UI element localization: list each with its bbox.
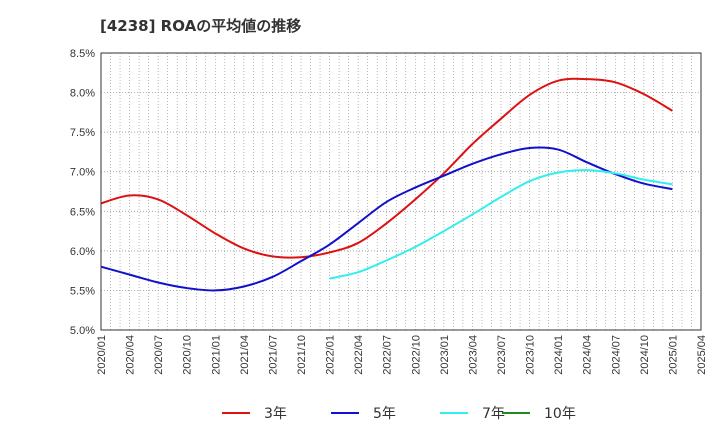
x-tick-label: 2023/04 [467, 335, 479, 375]
y-tick-label: 8.5% [70, 48, 95, 60]
x-tick-label: 2023/01 [439, 335, 451, 375]
x-tick-label: 2020/01 [96, 335, 108, 375]
x-tick-label: 2022/01 [325, 335, 337, 375]
x-tick-label: 2022/10 [410, 335, 422, 375]
x-tick-label: 2022/04 [353, 335, 365, 375]
series-line-0 [100, 77, 673, 259]
x-tick-label: 2024/07 [610, 335, 622, 375]
x-tick-label: 2025/04 [696, 335, 708, 375]
x-tick-label: 2021/01 [210, 335, 222, 375]
legend-label: 10年 [544, 406, 576, 422]
legend-label: 3年 [264, 406, 287, 422]
plot-background [101, 53, 701, 330]
plot-frame [100, 52, 702, 331]
y-axis-ticks: 5.0% 5.5% 6.0% 6.5% 7.0% 7.5% 8.0% 8.5% [70, 48, 95, 337]
x-tick-label: 2021/07 [267, 335, 279, 375]
x-tick-label: 2024/04 [582, 335, 594, 375]
y-tick-label: 5.5% [70, 285, 95, 297]
x-axis-ticks: 2020/01 2020/04 2020/07 2020/10 2021/01 2021/… [96, 335, 708, 375]
x-tick-label: 2022/07 [382, 335, 394, 375]
x-tick-label: 2025/01 [667, 335, 679, 375]
legend: 3年 5年 7年 10年 [222, 406, 576, 422]
x-tick-label: 2020/10 [182, 335, 194, 375]
legend-label: 5年 [373, 406, 396, 422]
chart-title: [4238] ROAの平均値の推移 [100, 17, 301, 35]
x-tick-label: 2023/10 [525, 335, 537, 375]
x-tick-label: 2021/04 [239, 335, 251, 375]
y-tick-label: 8.0% [70, 88, 95, 100]
x-tick-label: 2024/10 [639, 335, 651, 375]
axes [100, 52, 702, 331]
plot-area [101, 53, 701, 330]
x-tick-label: 2024/01 [553, 335, 565, 375]
legend-label: 7年 [482, 406, 505, 422]
y-tick-label: 6.5% [70, 206, 95, 218]
x-tick-label: 2020/07 [153, 335, 165, 375]
series-line-1 [100, 146, 673, 292]
y-tick-label: 6.0% [70, 246, 95, 258]
y-tick-label: 7.5% [70, 127, 95, 139]
x-tick-label: 2020/04 [125, 335, 137, 375]
series-lines [100, 77, 673, 292]
y-tick-label: 5.0% [70, 325, 95, 337]
series-line-2 [329, 169, 673, 280]
x-tick-label: 2021/10 [296, 335, 308, 375]
y-tick-label: 7.0% [70, 167, 95, 179]
x-tick-label: 2023/07 [496, 335, 508, 375]
